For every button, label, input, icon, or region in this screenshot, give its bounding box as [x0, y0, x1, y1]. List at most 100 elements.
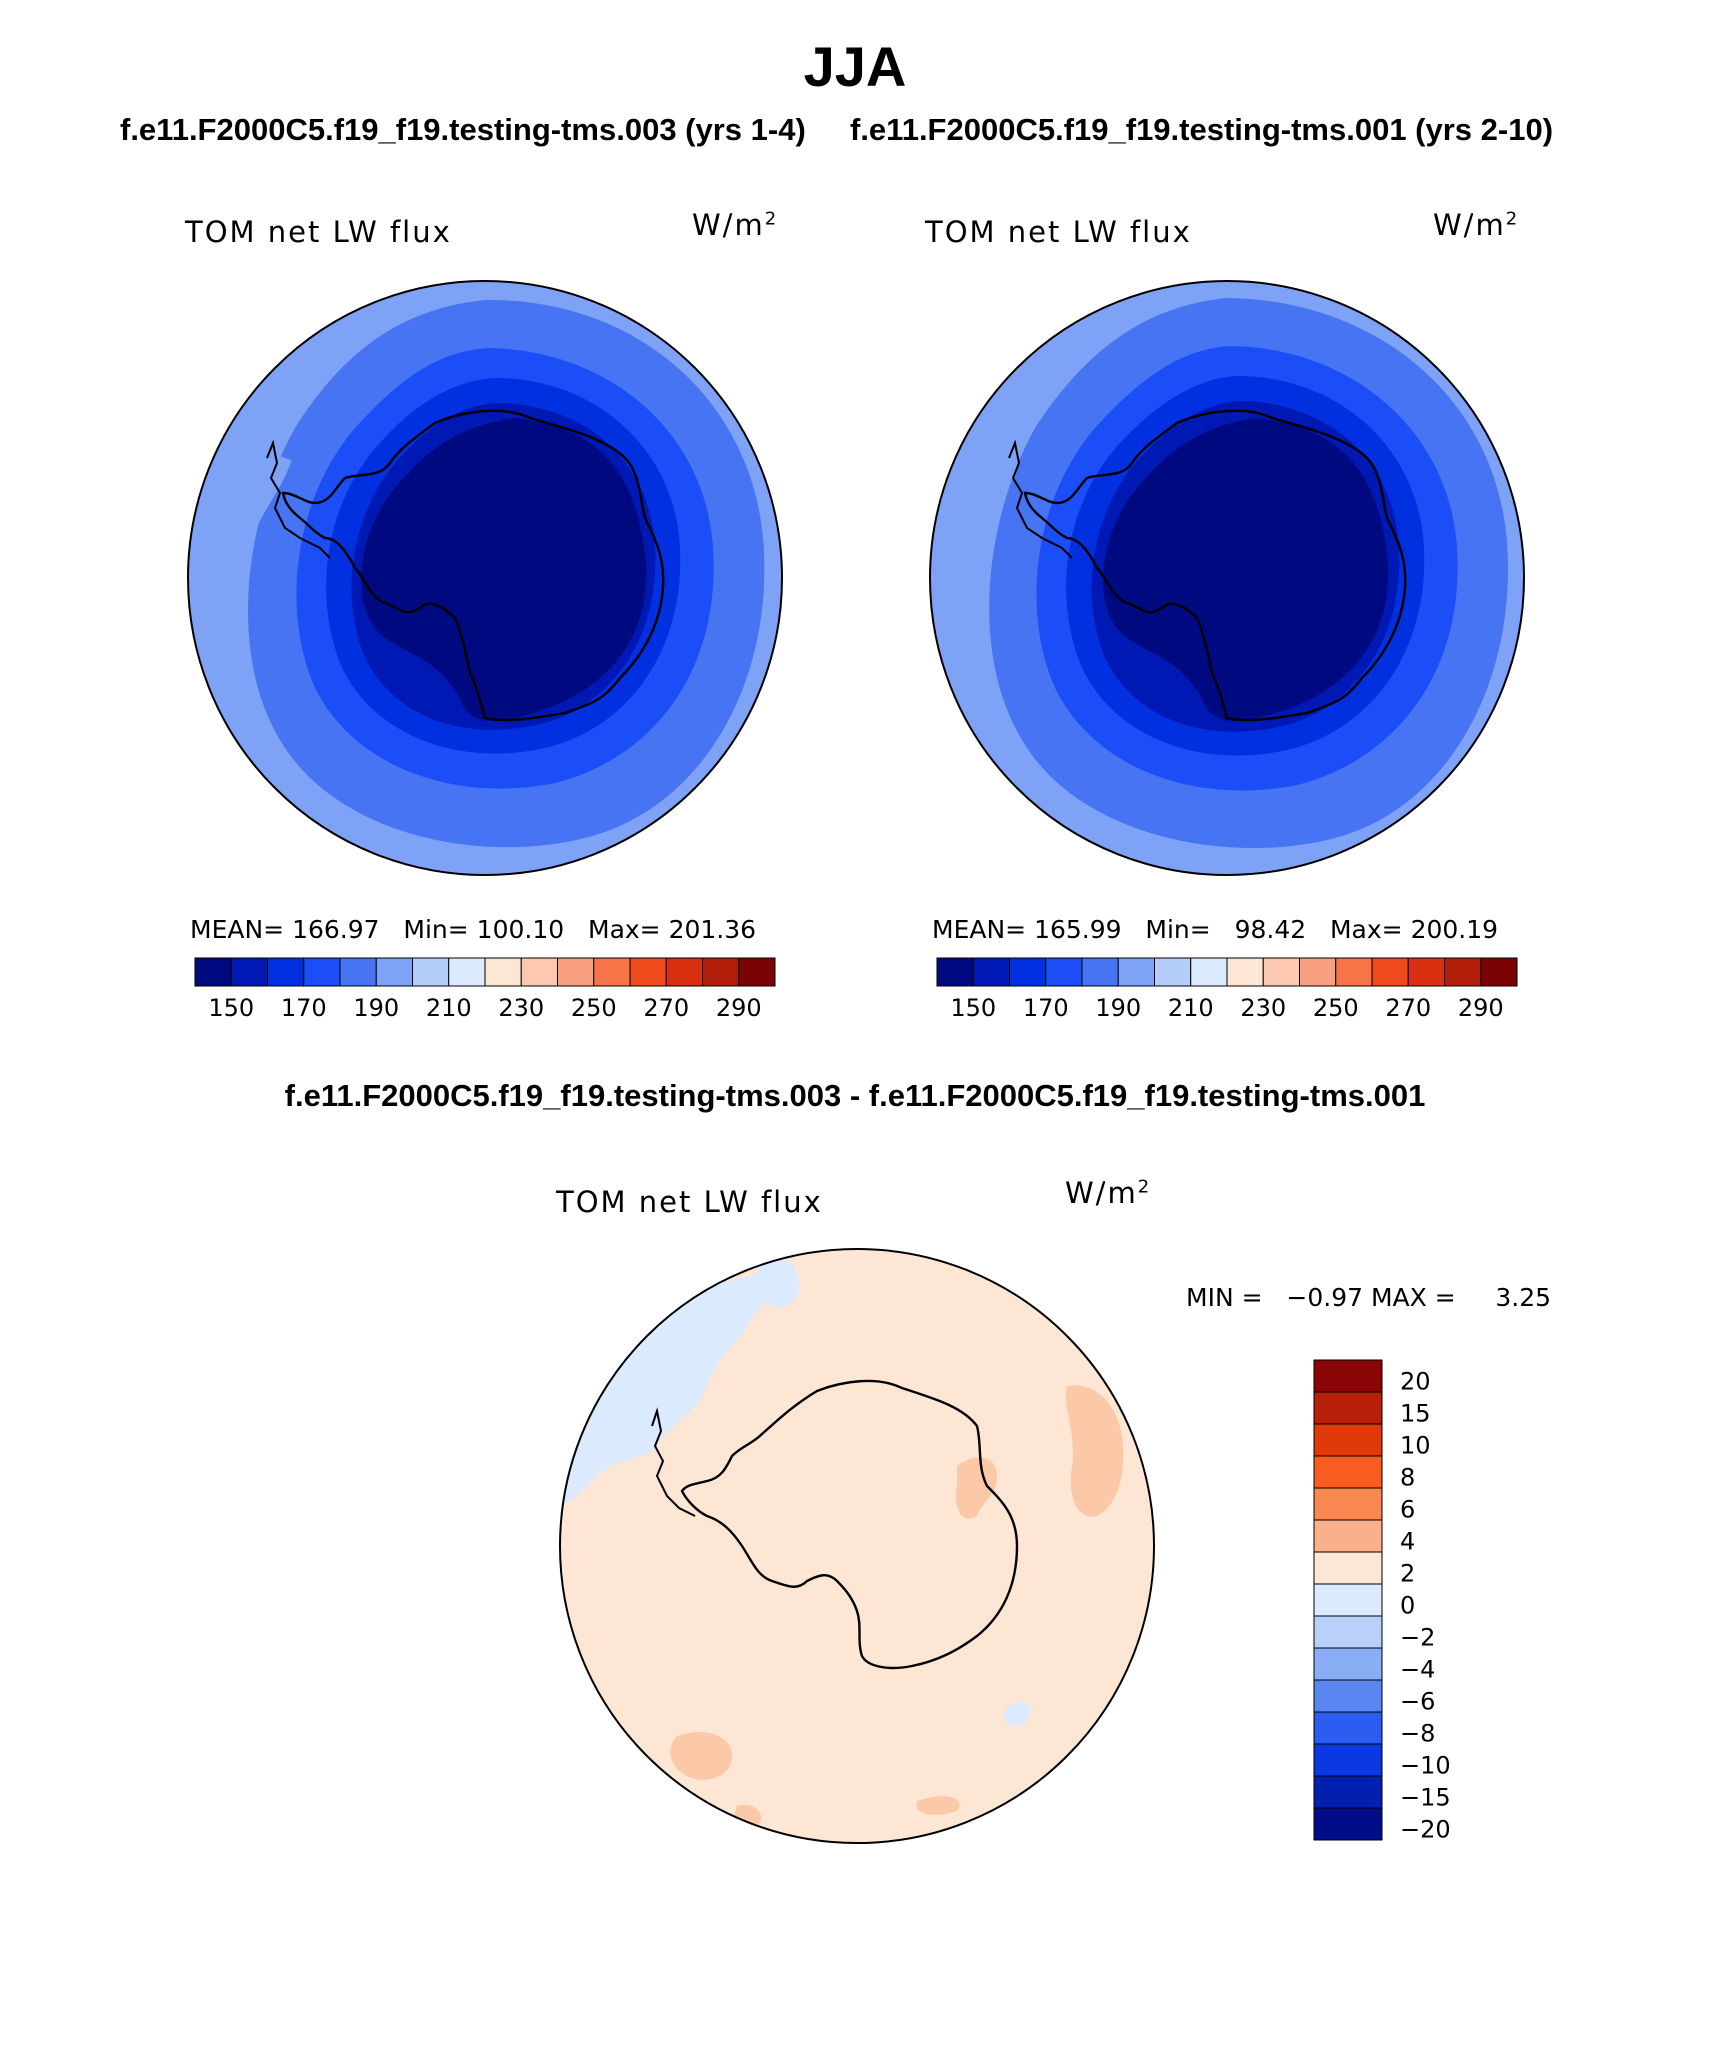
- difference-variable-label: TOM net LW flux: [556, 1185, 823, 1219]
- colorbar-swatch: [1335, 957, 1373, 987]
- mean-label: MEAN=: [190, 915, 285, 944]
- colorbar-tick-label: 250: [571, 994, 617, 1022]
- colorbar-swatch: [1313, 1455, 1383, 1489]
- min-value: 100.10: [476, 915, 565, 944]
- colorbar-tick-label: 2: [1400, 1560, 1415, 1588]
- colorbar-tick-label: 290: [1458, 994, 1504, 1022]
- max-label: MAX =: [1370, 1283, 1456, 1312]
- page-title: JJA: [803, 35, 907, 98]
- colorbar-swatch: [1299, 957, 1337, 987]
- colorbar-swatch: [1190, 957, 1228, 987]
- colorbar-swatch: [230, 957, 268, 987]
- colorbar-swatch: [1444, 957, 1482, 987]
- colorbar-tick-label: −8: [1400, 1720, 1435, 1748]
- colorbar-swatch: [1081, 957, 1119, 987]
- colorbar-tick-label: −4: [1400, 1656, 1435, 1684]
- colorbar-tick-label: 150: [208, 994, 254, 1022]
- colorbar-tick-label: 190: [1095, 994, 1141, 1022]
- min-value: −0.97: [1286, 1283, 1364, 1312]
- contour-detail: [238, 455, 292, 541]
- difference-units: W/m2: [1065, 1176, 1152, 1210]
- colorbar-tick-label: 6: [1400, 1496, 1415, 1524]
- peninsula-coastline: [266, 439, 331, 559]
- antarctica-coastline: [1023, 409, 1407, 722]
- colorbar-swatch: [593, 957, 631, 987]
- contour-band-2-to-4: [916, 1796, 960, 1815]
- colorbar-tick-label: 0: [1400, 1592, 1415, 1620]
- colorbar-swatch: [339, 957, 377, 987]
- colorbar-swatch: [972, 957, 1010, 987]
- colorbar-tick-label: 20: [1400, 1368, 1431, 1396]
- colorbar-tick-label: 290: [716, 994, 762, 1022]
- colorbar-swatch: [484, 957, 522, 987]
- min-label: MIN =: [1186, 1283, 1263, 1312]
- max-value: 201.36: [668, 915, 757, 944]
- colorbar-swatch: [1313, 1391, 1383, 1425]
- colorbar-swatch: [557, 957, 595, 987]
- colorbar-swatch: [1226, 957, 1264, 987]
- colorbar-swatch: [1313, 1775, 1383, 1809]
- colorbar-swatch: [1313, 1519, 1383, 1553]
- colorbar-swatch: [1313, 1551, 1383, 1585]
- colorbar-swatch: [738, 957, 776, 987]
- colorbar-swatch: [1154, 957, 1192, 987]
- contour-band-minus2-to-0: [1004, 1701, 1031, 1726]
- max-label: Max=: [588, 915, 661, 944]
- max-label: Max=: [1329, 915, 1403, 944]
- colorbar-swatch: [629, 957, 667, 987]
- panel-left-variable-label: TOM net LW flux: [185, 215, 452, 249]
- panel-left-units: W/m2: [692, 208, 779, 242]
- map-boundary: [929, 280, 1525, 876]
- colorbar-swatch: [1313, 1359, 1383, 1393]
- colorbar-swatch: [520, 957, 558, 987]
- colorbar-tick-label: 10: [1400, 1432, 1431, 1460]
- colorbar-swatch: [1313, 1679, 1383, 1713]
- colorbar-tick-label: 190: [353, 994, 399, 1022]
- colorbar-swatch: [1045, 957, 1083, 987]
- colorbar-swatch: [936, 957, 974, 987]
- colorbar-swatch: [267, 957, 305, 987]
- colorbar-tick-label: 150: [950, 994, 996, 1022]
- map-difference: [559, 1248, 1155, 1844]
- map-boundary: [559, 1248, 1155, 1844]
- peninsula-coastline: [651, 1407, 696, 1517]
- antarctica-coastline: [281, 409, 665, 722]
- panel-left-case-title: f.e11.F2000C5.f19_f19.testing-tms.003 (y…: [120, 112, 806, 147]
- colorbar-right: 150 170 190 210 230 250 270 290: [936, 957, 1518, 1022]
- colorbar-swatch: [375, 957, 413, 987]
- colorbar-swatch: [412, 957, 450, 987]
- colorbar-tick-label: 230: [498, 994, 544, 1022]
- colorbar-tick-label: −6: [1400, 1688, 1435, 1716]
- map-boundary: [187, 280, 783, 876]
- colorbar-swatch: [448, 957, 486, 987]
- colorbar-tick-label: −15: [1400, 1784, 1451, 1812]
- min-value: 98.42: [1234, 915, 1307, 944]
- mean-label: MEAN=: [932, 915, 1027, 944]
- colorbar-tick-label: 270: [643, 994, 689, 1022]
- map-right: [929, 280, 1525, 876]
- colorbar-tick-label: 15: [1400, 1400, 1431, 1428]
- colorbar-swatch: [1313, 1583, 1383, 1617]
- max-value: 3.25: [1495, 1283, 1552, 1312]
- colorbar-swatch: [665, 957, 703, 987]
- colorbar-swatch: [1313, 1743, 1383, 1777]
- contour-band-2-to-4: [955, 1457, 997, 1519]
- colorbar-swatch: [1313, 1807, 1383, 1841]
- contour-band-2-to-4: [670, 1732, 732, 1780]
- difference-title: f.e11.F2000C5.f19_f19.testing-tms.003 - …: [284, 1078, 1426, 1113]
- panel-right-stats: MEAN= 165.99 Min= 98.42 Max= 200.19: [932, 915, 1498, 944]
- contour-band-2-to-4: [1065, 1385, 1124, 1517]
- colorbar-swatch: [702, 957, 740, 987]
- antarctica-coastline: [680, 1379, 1019, 1670]
- colorbar-tick-label: 230: [1240, 994, 1286, 1022]
- panel-right-variable-label: TOM net LW flux: [925, 215, 1192, 249]
- colorbar-tick-label: 170: [1023, 994, 1069, 1022]
- colorbar-swatch: [1313, 1487, 1383, 1521]
- map-left: [187, 280, 783, 876]
- colorbar-tick-label: 250: [1313, 994, 1359, 1022]
- colorbar-left: 150 170 190 210 230 250 270 290: [194, 957, 776, 1022]
- colorbar-swatch: [1371, 957, 1409, 987]
- colorbar-tick-label: 8: [1400, 1464, 1415, 1492]
- mean-value: 165.99: [1034, 915, 1122, 944]
- colorbar-swatch: [1313, 1615, 1383, 1649]
